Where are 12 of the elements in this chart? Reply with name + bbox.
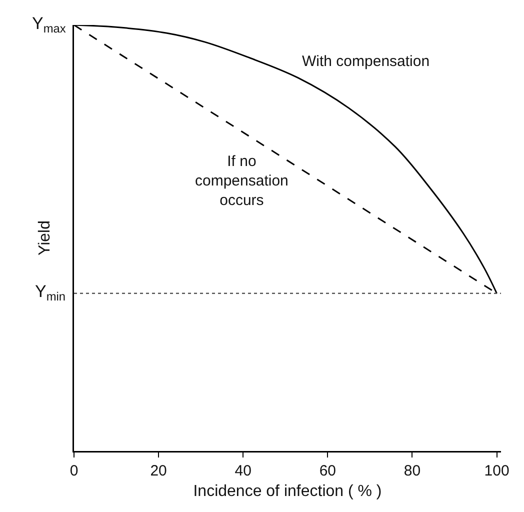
x-tick-label: 20 bbox=[150, 462, 167, 480]
x-tick-label: 60 bbox=[319, 462, 336, 480]
x-tick-label: 40 bbox=[234, 462, 252, 480]
x-tick-label: 80 bbox=[404, 462, 421, 480]
series-label: With compensation bbox=[302, 53, 430, 70]
x-tick-label: 0 bbox=[70, 462, 78, 480]
y-axis-title: Yield bbox=[36, 220, 54, 256]
x-axis-title: Incidence of infection ( % ) bbox=[193, 482, 382, 500]
annotation: Y$_{max}$ bbox=[32, 14, 66, 36]
x-tick-label: 100 bbox=[484, 462, 510, 480]
ref-line-label: Y$_{min}$ bbox=[35, 282, 66, 304]
series-label: If no compensation occurs bbox=[195, 153, 288, 209]
